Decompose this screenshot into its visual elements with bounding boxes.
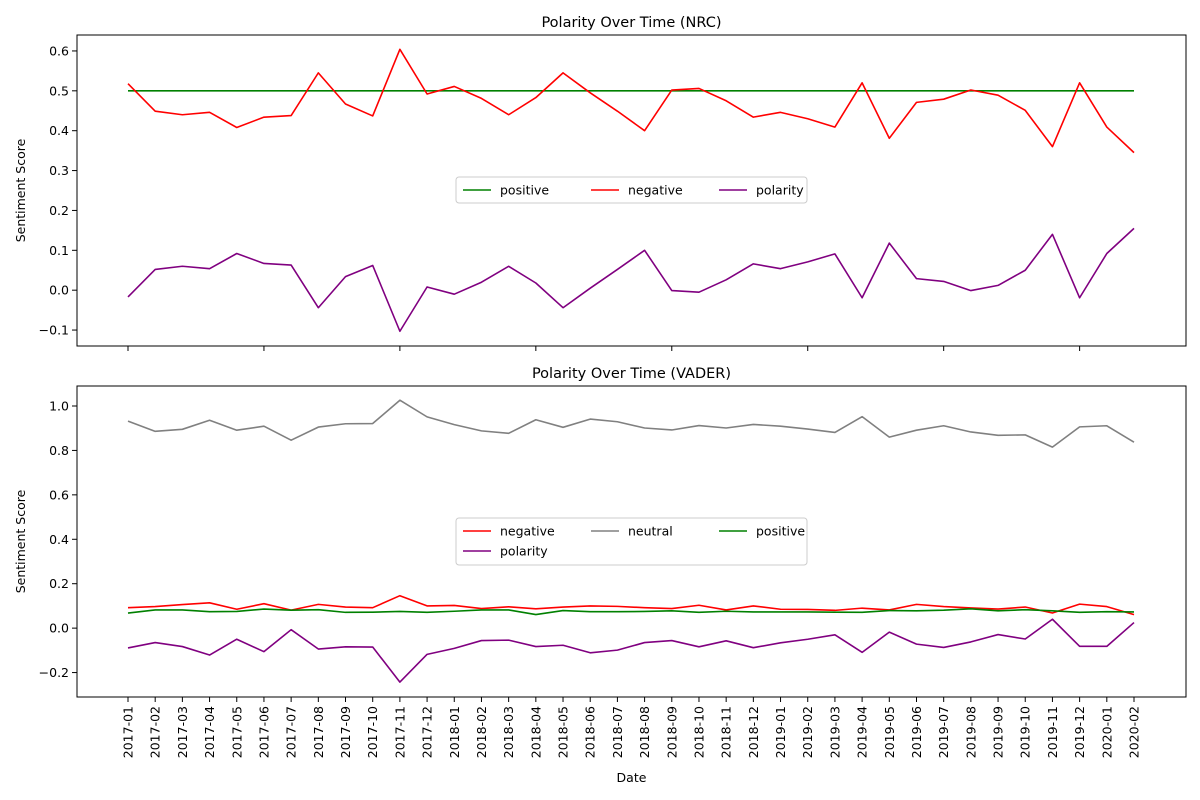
x-axis-label: Date — [617, 770, 647, 785]
series-line-negative — [127, 594, 1135, 616]
y-tick-label: 1.0 — [49, 398, 69, 413]
x-tick-label: 2017-08 — [311, 706, 326, 758]
y-tick-label: 0.8 — [49, 443, 69, 458]
x-tick-label: 2018-09 — [664, 706, 679, 758]
series-line-positive — [127, 608, 1135, 616]
x-tick-label: 2019-04 — [855, 706, 870, 758]
legend-item-positive: positive — [719, 524, 805, 539]
legend-item-neutral: neutral — [591, 524, 673, 539]
x-tick-label: 2017-03 — [175, 706, 190, 758]
legend-item-negative: negative — [591, 183, 683, 198]
legend-label: neutral — [628, 524, 673, 539]
x-tick-label: 2020-02 — [1127, 706, 1142, 758]
x-tick-label: 2018-05 — [556, 706, 571, 758]
x-tick-label: 2017-05 — [229, 706, 244, 758]
y-tick-label: 0.4 — [49, 532, 69, 547]
series-line-polarity — [127, 227, 1135, 333]
x-tick-label: 2018-03 — [501, 706, 516, 758]
legend-label: negative — [628, 183, 683, 198]
legend-item-polarity: polarity — [719, 183, 804, 198]
legend-label: polarity — [756, 183, 804, 198]
x-tick-label: 2017-10 — [365, 706, 380, 758]
y-tick-label: −0.2 — [39, 665, 69, 680]
y-axis-label: Sentiment Score — [13, 489, 28, 593]
legend-frame — [455, 176, 808, 204]
y-axis-label: Sentiment Score — [13, 138, 28, 242]
x-tick-label: 2018-07 — [610, 706, 625, 758]
chart-title: Polarity Over Time (NRC) — [541, 15, 721, 31]
x-tick-label: 2018-08 — [637, 706, 652, 758]
x-tick-label: 2019-11 — [1045, 706, 1060, 758]
x-tick-label: 2018-01 — [447, 706, 462, 758]
x-tick-label: 2020-01 — [1099, 706, 1114, 758]
x-tick-label: 2018-11 — [719, 706, 734, 758]
x-tick-label: 2018-10 — [691, 706, 706, 758]
x-tick-label: 2019-06 — [909, 706, 924, 758]
y-tick-label: 0.5 — [49, 83, 69, 98]
plot-frame — [76, 385, 1187, 698]
x-tick-label: 2017-07 — [284, 706, 299, 758]
x-tick-label: 2017-09 — [338, 706, 353, 758]
series-line-neutral — [127, 399, 1135, 448]
legend: positive negative polarity — [455, 176, 808, 204]
x-tick-label: 2019-07 — [936, 706, 951, 758]
x-tick-label: 2019-12 — [1072, 706, 1087, 758]
y-tick-label: 0.6 — [49, 43, 69, 58]
x-tick-label: 2018-06 — [583, 706, 598, 758]
x-tick-label: 2019-01 — [773, 706, 788, 758]
x-tick-label: 2017-11 — [392, 706, 407, 758]
plot-frame — [76, 34, 1187, 347]
legend-item-positive: positive — [463, 183, 549, 198]
legend-label: positive — [756, 524, 805, 539]
legend-frame — [455, 517, 808, 566]
legend-label: polarity — [500, 544, 548, 559]
x-tick-label: 2018-12 — [746, 706, 761, 758]
y-tick-label: 0.3 — [49, 163, 69, 178]
series-line-polarity — [127, 618, 1135, 683]
y-tick-label: 0.4 — [49, 123, 69, 138]
legend: negative neutral positive polarity — [455, 517, 808, 566]
legend-label: positive — [500, 183, 549, 198]
x-tick-label: 2018-02 — [474, 706, 489, 758]
x-tick-label: 2017-06 — [256, 706, 271, 758]
y-tick-label: −0.1 — [39, 323, 69, 338]
x-tick-label: 2017-02 — [148, 706, 163, 758]
x-tick-label: 2018-04 — [528, 706, 543, 758]
x-tick-label: 2019-02 — [800, 706, 815, 758]
x-tick-label: 2017-01 — [121, 706, 136, 758]
nrc-chart: Polarity Over Time (NRC) −0.1 0.0 0.1 0.2 0.3… — [13, 15, 1187, 351]
legend-item-polarity: polarity — [463, 544, 548, 559]
vader-chart: Polarity Over Time (VADER) −0.2 0.0 0.2 0.4 0… — [13, 366, 1187, 785]
y-tick-label: 0.6 — [49, 487, 69, 502]
y-tick-label: 0.0 — [49, 283, 69, 298]
chart-title: Polarity Over Time (VADER) — [532, 366, 731, 382]
x-tick-label: 2019-09 — [991, 706, 1006, 758]
x-tick-label: 2019-05 — [882, 706, 897, 758]
series-line-negative — [127, 48, 1135, 154]
y-tick-label: 0.1 — [49, 243, 69, 258]
x-tick-label: 2017-04 — [202, 706, 217, 758]
y-tick-label: 0.2 — [49, 203, 69, 218]
y-tick-label: 0.2 — [49, 576, 69, 591]
y-tick-label: 0.0 — [49, 621, 69, 636]
x-tick-label: 2019-10 — [1018, 706, 1033, 758]
legend-item-negative: negative — [463, 524, 555, 539]
x-tick-label: 2017-12 — [420, 706, 435, 758]
x-tick-label: 2019-03 — [827, 706, 842, 758]
x-tick-label: 2019-08 — [963, 706, 978, 758]
legend-label: negative — [500, 524, 555, 539]
